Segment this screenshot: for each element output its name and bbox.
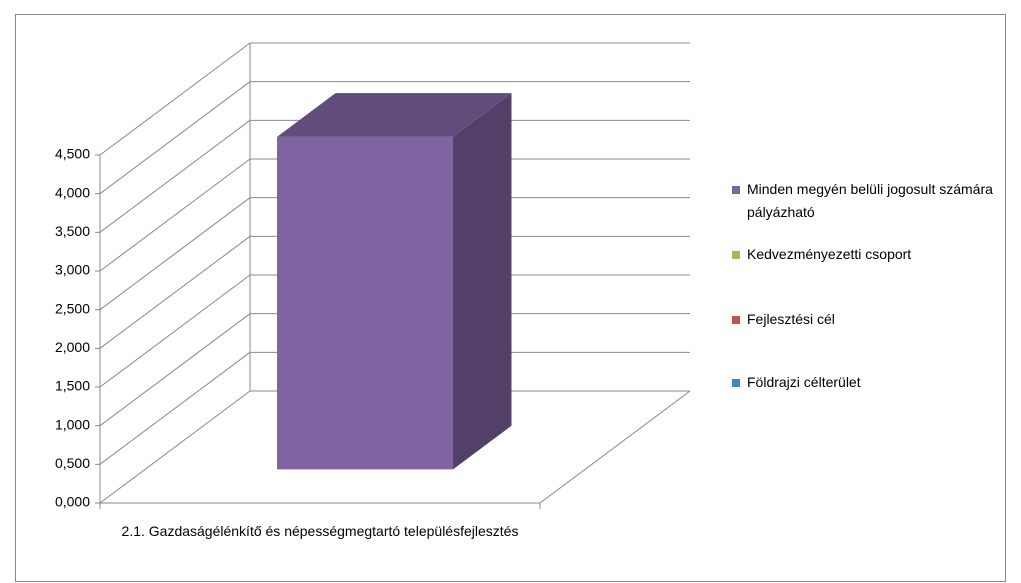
y-tick-label: 2,000 <box>55 339 90 355</box>
bar-top <box>277 93 512 137</box>
grid-line <box>99 119 251 233</box>
grid-line <box>99 390 251 504</box>
legend-swatch <box>732 186 740 194</box>
legend-swatch <box>732 316 740 324</box>
y-tick-label: 2,500 <box>55 300 90 316</box>
y-tick-label: 4,000 <box>55 184 90 200</box>
bar <box>277 136 453 470</box>
y-tick-label: 1,000 <box>55 416 90 432</box>
y-tick-label: 4,500 <box>55 146 90 162</box>
grid-line <box>99 197 251 311</box>
legend-swatch <box>732 379 740 387</box>
grid-line <box>99 42 251 156</box>
y-tick-label: 0,500 <box>55 455 90 471</box>
grid-line <box>99 274 251 388</box>
grid-line <box>99 313 251 427</box>
grid-line <box>99 235 251 349</box>
legend-label: Minden megyén belüli jogosult számára pá… <box>747 181 993 220</box>
grid-line <box>99 351 251 465</box>
legend-label: Kedvezményezetti csoport <box>747 246 912 262</box>
y-tick-label: 1,500 <box>55 378 90 394</box>
grid-line <box>99 81 251 195</box>
y-tick-label: 0,000 <box>55 494 90 510</box>
x-tick-label: 2.1. Gazdaságélénkítő és népességmegtart… <box>121 523 519 539</box>
y-tick-label: 3,500 <box>55 223 90 239</box>
legend-label: Földrajzi célterület <box>747 374 861 390</box>
floor-edge <box>539 390 691 504</box>
y-tick-label: 3,000 <box>55 262 90 278</box>
legend-label: Fejlesztési cél <box>747 311 835 327</box>
legend-swatch <box>732 251 740 259</box>
bar-side <box>453 93 512 470</box>
grid-line <box>99 158 251 272</box>
